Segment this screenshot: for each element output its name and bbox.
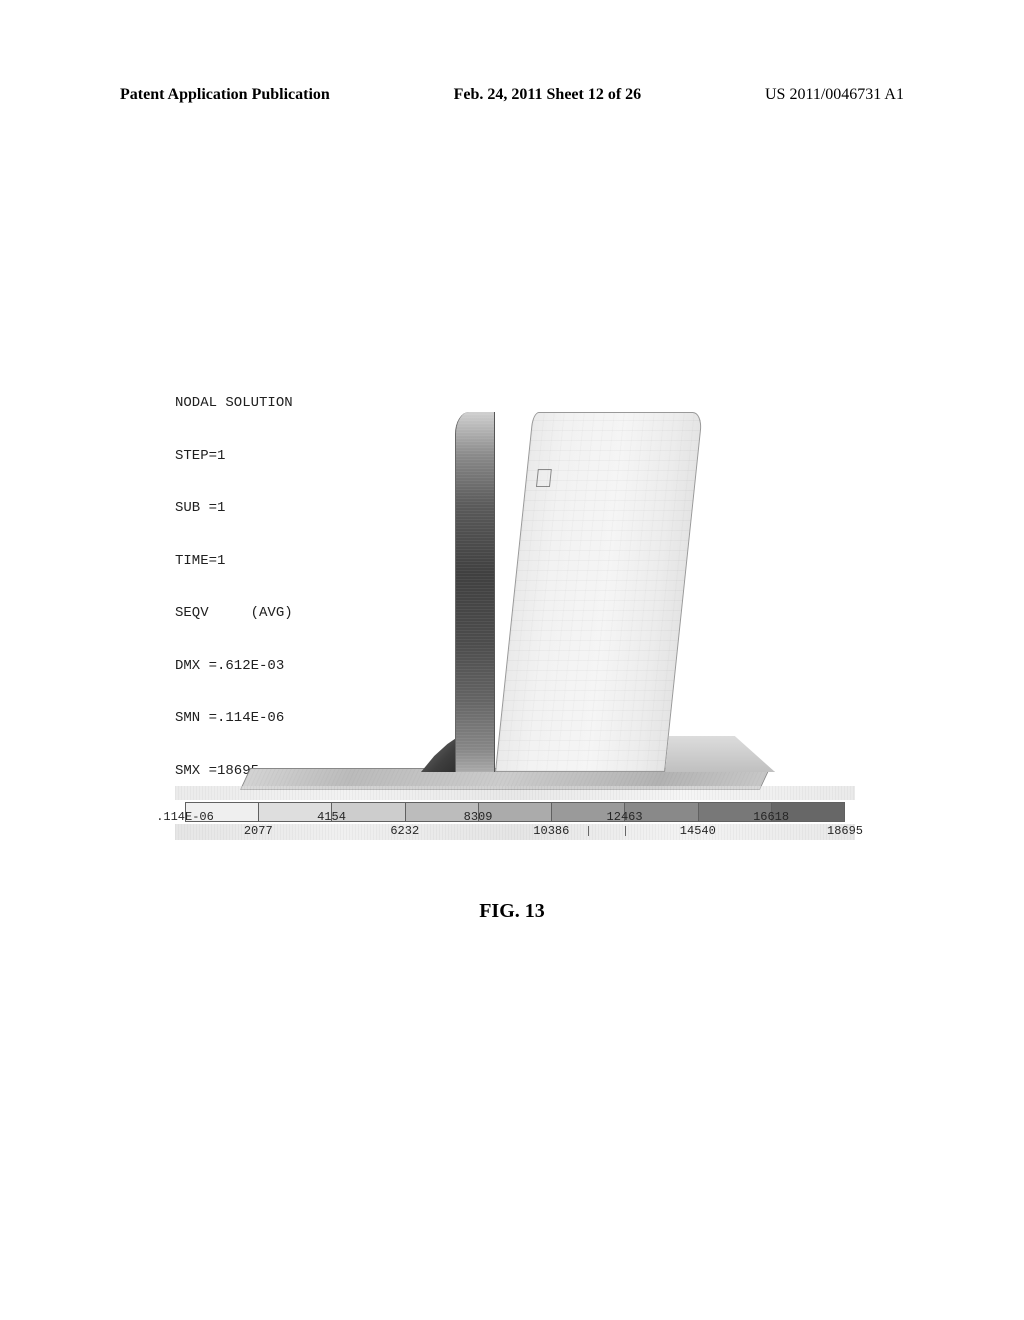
model-inner-outline — [536, 469, 552, 487]
legend-tick: 16618 — [753, 810, 789, 824]
header-right: US 2011/0046731 A1 — [765, 86, 904, 104]
fea-parameters-block: NODAL SOLUTION STEP=1 SUB =1 TIME=1 SEQV… — [175, 360, 293, 815]
fea-line: TIME=1 — [175, 553, 293, 571]
legend-tick: 18695 — [827, 824, 863, 838]
figure-region: NODAL SOLUTION STEP=1 SUB =1 TIME=1 SEQV… — [175, 360, 855, 840]
page-header: Patent Application Publication Feb. 24, … — [120, 86, 904, 104]
fea-line: DMX =.612E-03 — [175, 658, 293, 676]
model-fin-front-face — [455, 412, 495, 772]
legend-tick: 12463 — [607, 810, 643, 824]
fea-line: STEP=1 — [175, 448, 293, 466]
patent-page: Patent Application Publication Feb. 24, … — [0, 0, 1024, 1320]
fea-title: NODAL SOLUTION — [175, 395, 293, 413]
legend-tick: 14540 — [680, 824, 716, 838]
model-fillet-right — [665, 736, 779, 772]
legend-noise-top — [175, 786, 855, 800]
fea-line: SEQV (AVG) — [175, 605, 293, 623]
legend-tick: 2077 — [244, 824, 273, 838]
figure-caption: FIG. 13 — [0, 900, 1024, 923]
legend-tick: 8309 — [464, 810, 493, 824]
legend-tick: 4154 — [317, 810, 346, 824]
model-fin-side-face — [495, 412, 703, 772]
fea-model-render — [365, 390, 665, 790]
legend-tick: 6232 — [390, 824, 419, 838]
header-center: Feb. 24, 2011 Sheet 12 of 26 — [454, 86, 642, 104]
header-left: Patent Application Publication — [120, 86, 330, 104]
fea-line: SMN =.114E-06 — [175, 710, 293, 728]
fea-line: SUB =1 — [175, 500, 293, 518]
legend-tick: .114E-06 — [156, 810, 214, 824]
contour-legend-labels: .114E-06 4154 8309 12463 16618 2077 6232… — [185, 810, 845, 844]
legend-tick: 10386 — [533, 824, 569, 838]
